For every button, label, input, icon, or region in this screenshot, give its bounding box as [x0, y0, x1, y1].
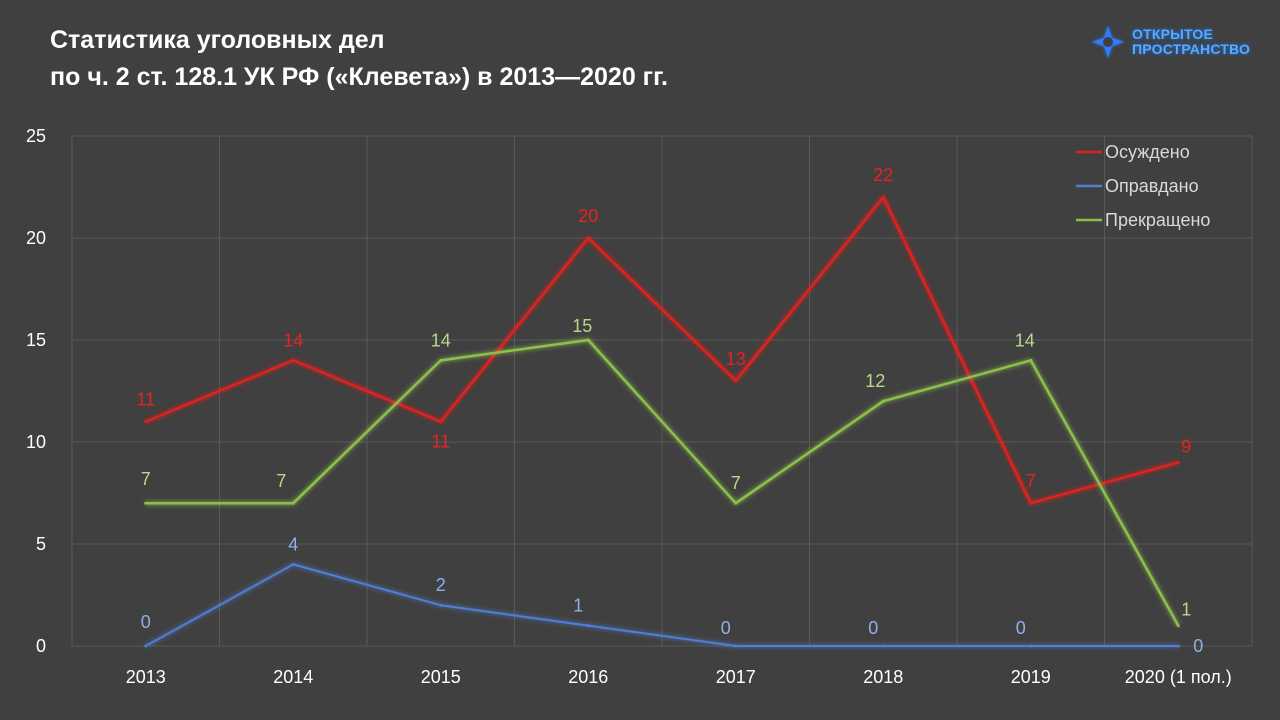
data-point	[586, 338, 590, 342]
data-label: 12	[865, 371, 885, 391]
data-label: 15	[572, 316, 592, 336]
data-point	[1029, 644, 1033, 648]
data-point	[586, 624, 590, 628]
data-point	[1176, 624, 1180, 628]
data-point	[291, 501, 295, 505]
legend-item: Прекращено	[1076, 210, 1210, 230]
cross-star-logo-icon	[1092, 26, 1124, 58]
data-point	[291, 358, 295, 362]
data-label: 13	[726, 349, 746, 369]
data-point	[439, 358, 443, 362]
chart-title-line-1: Статистика уголовных дел	[50, 26, 385, 54]
legend-label: Осуждено	[1105, 142, 1190, 162]
data-label: 7	[141, 469, 151, 489]
y-tick-label: 0	[36, 636, 46, 656]
data-point	[1029, 358, 1033, 362]
data-point	[144, 420, 148, 424]
data-label: 22	[873, 165, 893, 185]
legend-item: Осуждено	[1076, 142, 1190, 162]
data-label: 7	[276, 471, 286, 491]
series-0: 11 14 11 20 13 22 7 9	[136, 165, 1191, 505]
x-tick-label: 2015	[421, 667, 461, 687]
data-point	[734, 501, 738, 505]
data-label: 2	[436, 575, 446, 595]
data-label: 1	[1181, 600, 1191, 620]
data-label: 7	[1026, 471, 1036, 491]
x-tick-label: 2020 (1 пол.)	[1125, 667, 1232, 687]
data-label: 0	[721, 618, 731, 638]
y-tick-label: 10	[26, 432, 46, 452]
x-tick-label: 2019	[1011, 667, 1051, 687]
data-point	[439, 420, 443, 424]
data-point	[144, 644, 148, 648]
x-tick-label: 2014	[273, 667, 313, 687]
data-label: 20	[578, 206, 598, 226]
data-label: 0	[868, 618, 878, 638]
data-point	[144, 501, 148, 505]
legend-label: Оправдано	[1105, 176, 1199, 196]
series-line	[145, 563, 1179, 647]
data-point	[586, 236, 590, 240]
y-tick-label: 25	[26, 126, 46, 146]
x-tick-label: 2016	[568, 667, 608, 687]
data-label: 14	[283, 330, 303, 350]
data-label: 0	[1016, 618, 1026, 638]
chart-title: Статистика уголовных дел по ч. 2 ст. 128…	[50, 22, 668, 96]
data-point	[1176, 644, 1180, 648]
series-line	[145, 195, 1179, 505]
data-label: 11	[136, 390, 155, 410]
legend-label: Прекращено	[1105, 210, 1210, 230]
data-point	[1176, 460, 1180, 464]
chart-legend: Осуждено Оправдано Прекращено	[1076, 142, 1210, 230]
x-tick-label: 2017	[716, 667, 756, 687]
data-label: 7	[731, 473, 741, 493]
data-label: 9	[1181, 436, 1191, 456]
data-label: 1	[573, 596, 583, 616]
chart-grid	[71, 135, 1253, 647]
data-label: 11	[431, 432, 450, 452]
x-tick-label: 2018	[863, 667, 903, 687]
series-line	[145, 338, 1180, 627]
chart-title-line-2: по ч. 2 ст. 128.1 УК РФ («Клевета») в 20…	[50, 63, 668, 91]
brand-logo: открытое пространство	[1090, 24, 1250, 60]
y-tick-label: 20	[26, 228, 46, 248]
data-point	[734, 379, 738, 383]
y-tick-label: 15	[26, 330, 46, 350]
data-point	[881, 195, 885, 199]
logo-line-2: пространство	[1132, 41, 1251, 57]
data-point	[291, 562, 295, 566]
data-label: 14	[431, 330, 451, 350]
data-point	[734, 644, 738, 648]
data-label: 14	[1015, 330, 1035, 350]
logo-line-1: открытое	[1132, 26, 1214, 42]
data-point	[881, 399, 885, 403]
data-label: 0	[1193, 636, 1203, 656]
x-tick-label: 2013	[126, 667, 166, 687]
y-tick-label: 5	[36, 534, 46, 554]
data-point	[1029, 501, 1033, 505]
data-label: 0	[141, 612, 151, 632]
data-point	[439, 603, 443, 607]
x-axis: 2013 2014 2015 2016 2017 2018 2019 2020 (1 пол.…	[126, 667, 1232, 687]
legend-item: Оправдано	[1076, 176, 1199, 196]
data-label: 4	[288, 534, 298, 554]
data-point	[881, 644, 885, 648]
y-axis: 0 5 10 15 20 25	[26, 126, 46, 656]
